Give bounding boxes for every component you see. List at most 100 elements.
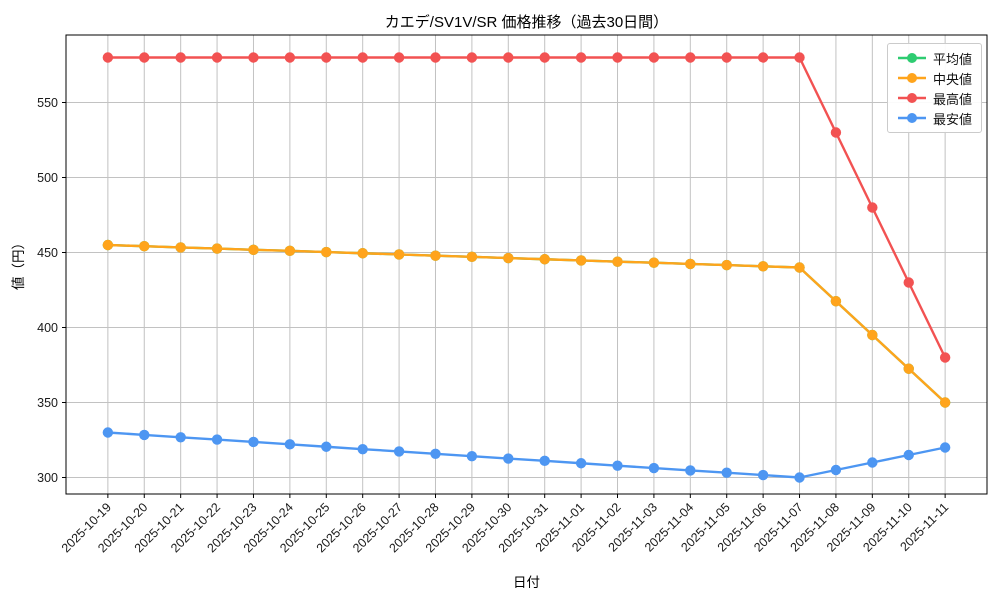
data-point-marker	[393, 446, 405, 457]
data-point-marker	[357, 52, 368, 63]
data-point-marker	[284, 245, 296, 257]
data-point-marker	[539, 52, 550, 63]
data-point-marker	[612, 256, 623, 267]
data-point-marker	[721, 467, 732, 478]
legend-label: 最安値	[933, 111, 973, 127]
data-point-marker	[867, 202, 878, 213]
legend-item: 中央値	[897, 68, 972, 88]
y-tick-labels: 300 350 400 450 500 550	[37, 96, 58, 485]
data-point-marker	[466, 451, 478, 462]
data-point-marker	[248, 244, 259, 255]
series-2	[102, 52, 951, 363]
data-point-marker	[466, 251, 478, 263]
series-3	[102, 427, 951, 483]
data-point-marker	[102, 427, 114, 438]
axes-frame	[65, 34, 988, 495]
legend-item: 最安値	[897, 108, 972, 128]
data-point-marker	[575, 458, 587, 469]
data-point-marker	[284, 52, 296, 63]
series-1	[102, 239, 951, 408]
data-point-marker	[830, 127, 842, 138]
data-point-marker	[284, 439, 296, 450]
legend-item: 平均値	[897, 48, 972, 68]
data-point-marker	[867, 457, 878, 468]
data-point-marker	[939, 442, 951, 453]
data-point-marker	[175, 52, 186, 63]
legend-item: 最高値	[897, 88, 972, 108]
series-line	[107, 243, 946, 404]
y-axis-label: 値（円）	[11, 236, 26, 290]
data-point-marker	[393, 52, 405, 63]
series-line	[107, 56, 947, 359]
y-tick-label: 450	[37, 246, 58, 260]
data-point-marker	[721, 259, 732, 271]
data-point-marker	[211, 243, 223, 254]
x-axis-label: 日付	[513, 575, 540, 590]
x-tick-labels: 2025-10-192025-10-202025-10-212025-10-22…	[59, 500, 951, 555]
data-point-marker	[139, 429, 150, 441]
y-tick-label: 300	[37, 471, 58, 485]
data-point-marker	[612, 52, 623, 63]
data-point-marker	[539, 254, 550, 265]
legend: 平均値中央値最高値最安値	[887, 43, 983, 133]
series-0	[102, 239, 951, 408]
axis-ticks	[62, 102, 946, 498]
legend-line-marker-icon	[898, 73, 926, 83]
data-point-marker	[685, 258, 696, 270]
legend-label: 中央値	[933, 71, 973, 87]
data-point-marker	[794, 472, 805, 483]
data-point-marker	[830, 464, 842, 476]
legend-line-marker-icon	[898, 53, 926, 63]
data-point-marker	[939, 397, 951, 408]
y-tick-label: 350	[37, 396, 58, 410]
series-line	[107, 431, 946, 479]
data-point-marker	[539, 455, 550, 467]
data-point-marker	[575, 52, 587, 63]
data-point-marker	[211, 52, 223, 63]
data-point-marker	[211, 434, 223, 445]
data-point-marker	[685, 52, 696, 63]
series-line	[107, 243, 946, 404]
legend-label: 平均値	[933, 51, 973, 67]
data-point-marker	[248, 52, 259, 63]
data-point-marker	[757, 469, 769, 481]
data-point-marker	[575, 255, 587, 266]
data-point-marker	[102, 239, 114, 251]
data-point-marker	[503, 52, 514, 63]
data-point-marker	[503, 252, 514, 264]
data-point-marker	[757, 261, 769, 272]
data-point-marker	[321, 246, 332, 258]
data-point-marker	[430, 52, 441, 63]
data-point-marker	[648, 257, 660, 268]
grid-lines	[66, 35, 987, 494]
data-point-marker	[248, 436, 259, 448]
data-point-marker	[466, 52, 478, 63]
data-point-marker	[867, 329, 878, 341]
legend-line-marker-icon	[898, 113, 926, 123]
data-point-marker	[102, 52, 114, 63]
data-point-marker	[903, 449, 914, 461]
data-point-marker	[430, 250, 441, 261]
data-point-marker	[721, 52, 732, 63]
chart-title: カエデ/SV1V/SR 価格推移（過去30日間）	[384, 14, 669, 31]
y-tick-label: 400	[37, 321, 58, 335]
data-point-marker	[648, 52, 660, 63]
data-point-marker	[430, 448, 441, 459]
data-point-marker	[393, 249, 405, 260]
data-point-marker	[794, 52, 805, 63]
data-point-marker	[685, 465, 696, 476]
legend-line-marker-icon	[898, 93, 926, 103]
y-tick-label: 500	[37, 171, 58, 185]
data-point-marker	[357, 248, 368, 259]
data-point-marker	[648, 462, 660, 474]
data-point-marker	[503, 453, 514, 464]
legend-label: 最高値	[933, 91, 973, 107]
data-point-marker	[175, 432, 186, 443]
data-point-marker	[903, 363, 914, 374]
data-point-marker	[357, 443, 368, 455]
data-point-marker	[794, 262, 805, 273]
data-point-marker	[757, 52, 769, 63]
data-point-marker	[175, 242, 186, 253]
